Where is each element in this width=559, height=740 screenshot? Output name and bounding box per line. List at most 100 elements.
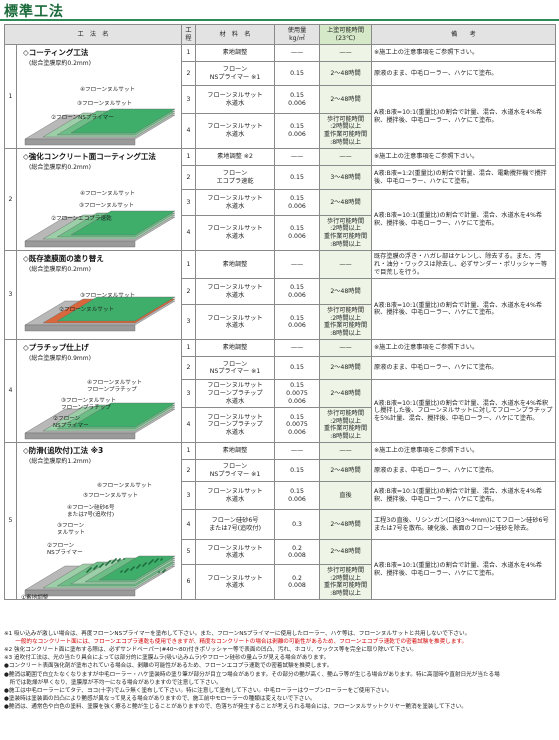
usage-amount: 0.15 <box>274 165 320 190</box>
recoat-interval: 歩行可能時間 :2時間以上 重作業可能時間 :8時間以上 <box>319 407 372 444</box>
material-name: フローン NSプライマー ※1 <box>195 356 275 381</box>
method-number: 3 <box>4 249 17 341</box>
layer-label: ③フローンヌルサット <box>79 203 135 209</box>
material-name: フローンヌルサット 水道水 <box>195 189 275 216</box>
header-step: 工程 <box>181 24 196 45</box>
table-row: 4 ◇プラチップ仕上げ (総合塗膜厚約0.9mm) ④フローンヌルサット フローンプラ… <box>4 339 556 444</box>
sand-grain <box>152 559 154 562</box>
recoat-interval: 2〜48時間 <box>319 278 372 306</box>
footnote-line: ●艶消は範囲で白立たなくなりますが中毛ローラー・ハケ塗装時の塗り筆が部分が目立つ… <box>4 671 500 678</box>
concrete-front <box>24 240 136 248</box>
step-number: 3 <box>181 304 196 341</box>
step-number: 3 <box>181 85 196 114</box>
method-number: 5 <box>4 442 17 601</box>
footnote-line: ●施工は中毛ローラーにてタテ、ヨコ(十字)でムラ無く塗布して下さい。特に注意して… <box>4 687 393 694</box>
layer-label: ④フローンヌルサット フローンプラチップ <box>87 380 143 394</box>
usage-amount: 0.15 0.006 <box>274 85 320 114</box>
step-number: 1 <box>181 339 196 358</box>
table-row: 4 フローンヌルサット 水道水 0.15 0.006 歩行可能時間 :2時間以上 重作… <box>5 215 556 251</box>
table-row: 2 フローン NSプライマー ※1 0.15 2〜48時間 原液のまま、中毛ローラー、ハ… <box>5 356 556 381</box>
header-material: 材 料 名 <box>195 24 275 45</box>
sand-grain <box>102 563 104 566</box>
remarks: 既存塗膜の浮き・ハガレ部はケレンし、除去する。また、汚れ・油分・ワックスは除去し… <box>371 249 556 280</box>
footnote-line: ●艶消は、通常色や白色の塗料、塗膜を強く擦ると艶が生じることがありますので、色落… <box>4 703 467 710</box>
coating-layer <box>56 296 176 322</box>
layer-label: ②フローン NSプライマー <box>47 543 83 557</box>
material-name: フローン エコプラ速乾 <box>195 165 275 190</box>
recoat-interval: 2〜48時間 <box>319 539 372 566</box>
header-interval: 上塗可能時間 (23℃) <box>319 24 372 45</box>
material-name: フローンヌルサット 水道水 <box>195 113 275 149</box>
usage-amount: 0.15 0.006 <box>274 113 320 149</box>
step-number: 2 <box>181 165 196 190</box>
material-name: 素地調整 <box>195 249 275 280</box>
method-diagram-cell: ◇既存塗膜面の塗り替え (総合塗膜厚約0.2mm) ③フローンヌルサット ②フローンヌ… <box>16 249 182 341</box>
recoat-interval: 2〜48時間 <box>319 356 372 381</box>
method-subtitle: (総合塗膜厚約0.2mm) <box>29 60 91 67</box>
title-underline <box>0 19 559 21</box>
step-number: 2 <box>181 356 196 381</box>
layer-diagram <box>24 403 176 440</box>
recoat-interval: —— <box>319 249 372 280</box>
layer-label: ③フローンヌルサット <box>80 293 136 299</box>
recoat-interval: 直後 <box>319 481 372 511</box>
layer-diagram <box>24 108 176 146</box>
coating-layer <box>70 403 176 428</box>
step-number: 5 <box>181 539 196 566</box>
concrete-front <box>24 590 136 597</box>
sand-grain <box>90 567 92 570</box>
sand-grain <box>96 565 98 568</box>
layer-label: ②フローンヌルサット <box>59 307 115 313</box>
remarks: ※施工上の注意事項をご参照下さい。 <box>371 339 556 358</box>
recoat-interval: 歩行可能時間 :2時間以上 重作業可能時間 :8時間以上 <box>319 113 372 149</box>
layer-label: ⑥フローンヌルサット <box>97 483 153 490</box>
remarks: 原液のまま、中毛ローラー、ハケにて塗布。 <box>371 356 556 381</box>
sand-grain <box>123 558 125 561</box>
step-number: 1 <box>181 148 196 166</box>
layer-label: ④フローンヌルサット <box>80 87 136 93</box>
sand-grain <box>109 560 111 563</box>
usage-amount: —— <box>274 249 320 280</box>
sand-grain <box>157 558 159 561</box>
layer-label: ④フローンヌルサット <box>80 191 136 197</box>
sand-grain <box>145 562 147 565</box>
usage-amount: —— <box>274 148 320 166</box>
material-name: 素地調整 <box>195 442 275 461</box>
table-row: 2 ◇強化コンクリート面コーティング工法 (総合塗膜厚約0.2mm) ④フローンヌルサ… <box>4 148 556 251</box>
method-subtitle: (総合塗膜厚約0.9mm) <box>29 355 91 363</box>
header-interval-text: 上塗可能時間 (23℃) <box>326 26 365 42</box>
sand-grain <box>127 568 129 571</box>
sand-grain <box>133 566 135 569</box>
footnote-line: ●塗装時は塗装面の凹凸により艶感が異なって見える場合がありますので、施工前中モロ… <box>4 695 316 702</box>
layer-label: ④フローン硅砂6号 または7号(追吹付) <box>67 505 115 519</box>
table-row: 4 フローンヌルサット 水道水 0.15 0.006 歩行可能時間 :2時間以上 重作… <box>5 113 556 149</box>
method-subtitle: (総合塗膜厚約0.2mm) <box>29 164 91 171</box>
layer-label: ③フローンヌルサット フローンプラチップ <box>61 398 117 412</box>
layer-diagram <box>24 556 176 597</box>
method-diagram-cell: ◇強化コンクリート面コーティング工法 (総合塗膜厚約0.2mm) ④フローンヌルサッ… <box>16 148 182 251</box>
remarks: A液:B液=10:1(重量比)の割合で計量、混合、水道水を4%希釈、攪拌後、中毛… <box>371 85 556 149</box>
recoat-interval: 2〜48時間 <box>319 379 372 409</box>
sand-grain <box>121 570 123 573</box>
title-bar: 標準工法 <box>0 0 559 22</box>
material-name: フローンヌルサット 水道水 <box>195 539 275 566</box>
method-title: ◇防滑(追吹付)工法 ※3 <box>23 446 104 456</box>
layer-label: ①素地調整 <box>21 595 49 600</box>
table-row: 2 フローン NSプライマー ※1 0.15 2〜48時間 原液のまま、中毛ローラー、ハ… <box>5 459 556 483</box>
sand-grain <box>164 569 166 572</box>
step-number: 1 <box>181 442 196 461</box>
remarks: A液:B液=10:1(重量比)の割合で計量、混合、水道水を4%希釈、攪拌後、中毛… <box>371 189 556 251</box>
step-number: 4 <box>181 509 196 541</box>
sand-grain <box>158 571 160 574</box>
layer-label: ②フローンNSプライマー <box>51 115 114 121</box>
footnote-line: ※2 強化コンクリート面に塗布する際は、必ずサンドペーパー(#40〜80)付きポ… <box>4 647 418 654</box>
header-note: 備 考 <box>371 24 556 45</box>
step-number: 3 <box>181 379 196 409</box>
step-number: 4 <box>181 407 196 444</box>
concrete-front <box>24 138 136 146</box>
sand-grain <box>139 564 141 567</box>
usage-amount: 0.15 0.006 <box>274 304 320 341</box>
remarks: 工程3の直後、リシンガン(口径3〜4mm)にてフローン硅砂6号または7号を散布。… <box>371 509 556 541</box>
material-name: フローンヌルサット 水道水 <box>195 85 275 114</box>
material-name: 素地調整 <box>195 339 275 358</box>
